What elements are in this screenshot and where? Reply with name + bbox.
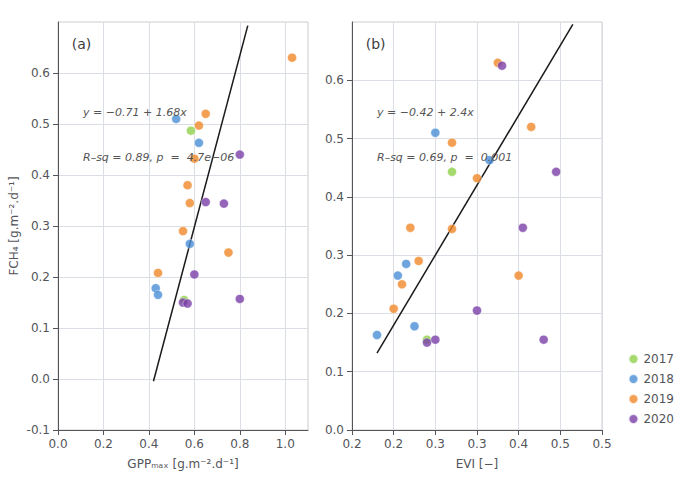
svg-text:0.0: 0.0 [31, 372, 50, 386]
svg-text:0.1: 0.1 [325, 365, 344, 379]
svg-text:0.6: 0.6 [185, 437, 204, 451]
svg-text:0.5: 0.5 [325, 132, 344, 146]
svg-text:0.6: 0.6 [325, 73, 344, 87]
svg-text:1.0: 1.0 [276, 437, 295, 451]
svg-text:-0.1: -0.1 [27, 423, 50, 437]
svg-text:0.5: 0.5 [551, 437, 570, 451]
svg-text:0.0: 0.0 [48, 437, 67, 451]
svg-text:0.3: 0.3 [31, 219, 50, 233]
svg-text:GPPₘₐₓ [g.m⁻².d⁻¹]: GPPₘₐₓ [g.m⁻².d⁻¹] [127, 457, 238, 471]
svg-text:0.8: 0.8 [230, 437, 249, 451]
svg-text:0.5: 0.5 [31, 117, 50, 131]
svg-text:0.4: 0.4 [139, 437, 158, 451]
svg-text:R–sq = 0.69, p = 0.001: R–sq = 0.69, p = 0.001 [377, 151, 512, 164]
svg-text:y = −0.42 + 2.4x: y = −0.42 + 2.4x [376, 106, 474, 119]
svg-text:0.3: 0.3 [325, 248, 344, 262]
svg-text:0.2: 0.2 [94, 437, 113, 451]
svg-text:(b): (b) [366, 36, 386, 52]
svg-text:0.2: 0.2 [31, 270, 50, 284]
svg-text:0.6: 0.6 [31, 66, 50, 80]
svg-text:2019: 2019 [643, 392, 674, 406]
svg-text:(a): (a) [72, 36, 92, 52]
svg-text:0.4: 0.4 [325, 190, 344, 204]
svg-text:2020: 2020 [643, 412, 674, 426]
svg-text:0.2: 0.2 [342, 437, 361, 451]
svg-text:2017: 2017 [643, 352, 674, 366]
svg-text:R–sq = 0.89, p = 4.7e−06: R–sq = 0.89, p = 4.7e−06 [83, 151, 234, 164]
svg-text:0.1: 0.1 [31, 321, 50, 335]
svg-text:0.5: 0.5 [592, 437, 611, 451]
svg-text:EVI [−]: EVI [−] [456, 457, 499, 471]
svg-text:0.4: 0.4 [31, 168, 50, 182]
svg-text:0.2: 0.2 [384, 437, 403, 451]
svg-text:y = −0.71 + 1.68x: y = −0.71 + 1.68x [82, 106, 187, 119]
svg-text:2018: 2018 [643, 372, 674, 386]
svg-text:0.3: 0.3 [426, 437, 445, 451]
svg-text:FCH₄ [g.m⁻².d⁻¹]: FCH₄ [g.m⁻².d⁻¹] [7, 176, 21, 275]
svg-text:0.2: 0.2 [325, 306, 344, 320]
svg-text:0.0: 0.0 [325, 423, 344, 437]
svg-text:0.3: 0.3 [467, 437, 486, 451]
svg-text:0.4: 0.4 [509, 437, 528, 451]
